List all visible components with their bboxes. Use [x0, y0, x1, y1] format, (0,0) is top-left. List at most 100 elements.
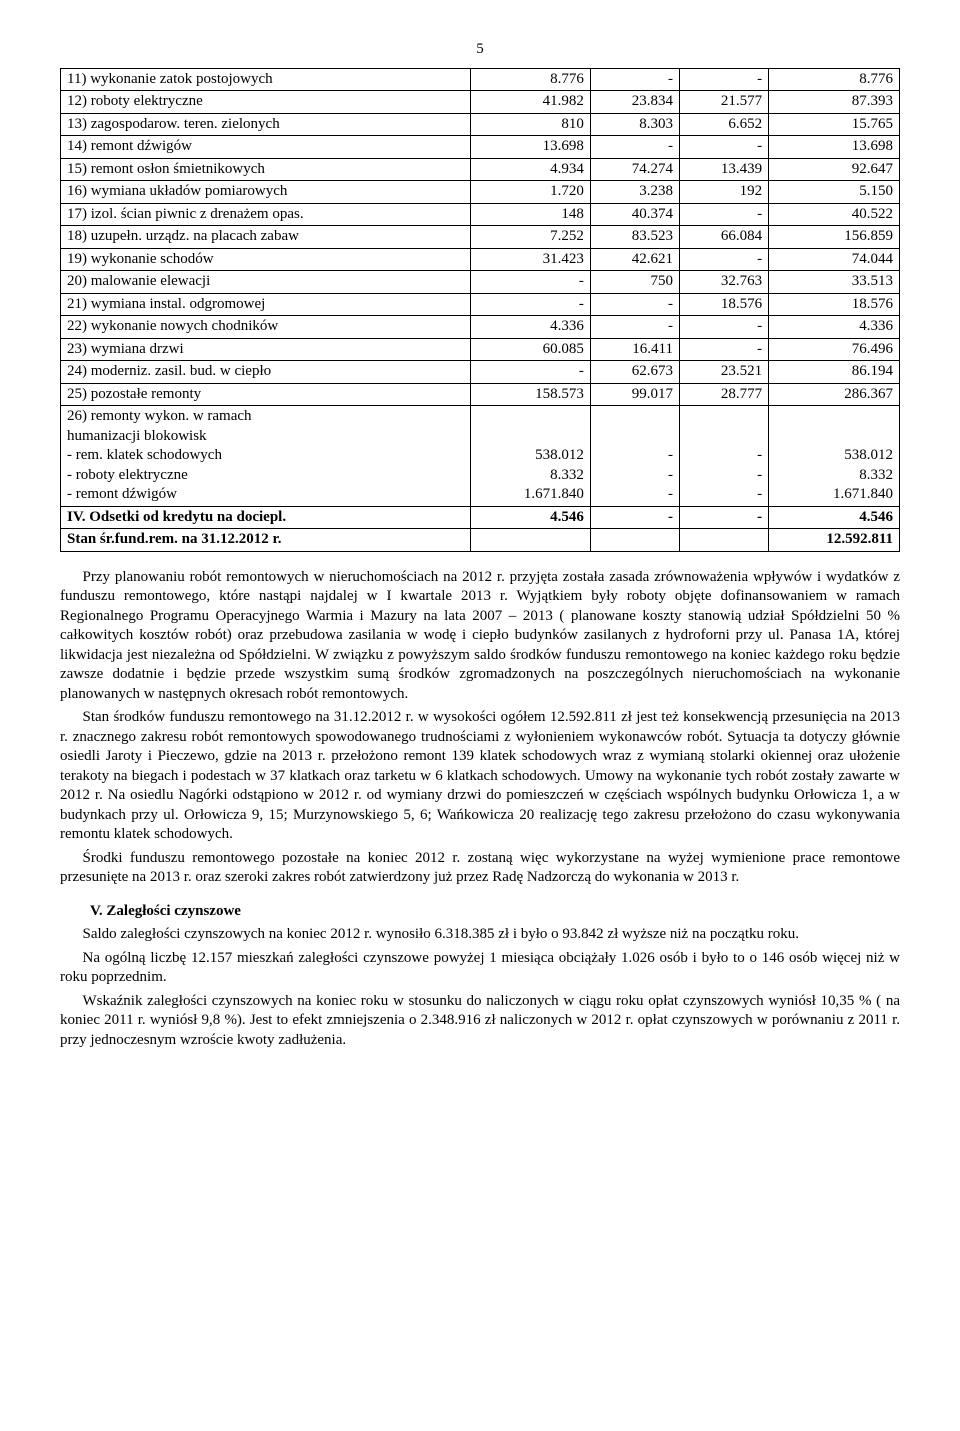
table-cell: 17) izol. ścian piwnic z drenażem opas.: [61, 203, 471, 226]
table-cell: 538.012 8.332 1.671.840: [769, 406, 900, 507]
table-cell: 1.720: [470, 181, 590, 204]
table-cell: 31.423: [470, 248, 590, 271]
table-row: 18) uzupełn. urządz. na placach zabaw7.2…: [61, 226, 900, 249]
table-cell: 6.652: [679, 113, 768, 136]
table-row: 16) wymiana układów pomiarowych1.7203.23…: [61, 181, 900, 204]
table-cell: 18) uzupełn. urządz. na placach zabaw: [61, 226, 471, 249]
table-cell: 12) roboty elektryczne: [61, 91, 471, 114]
table-cell: -: [590, 68, 679, 91]
table-cell: -: [679, 506, 768, 529]
table-cell: 4.934: [470, 158, 590, 181]
table-cell: 21) wymiana instal. odgromowej: [61, 293, 471, 316]
table-cell: 156.859: [769, 226, 900, 249]
table-cell: -: [679, 136, 768, 159]
table-cell: 25) pozostałe remonty: [61, 383, 471, 406]
table-cell: 74.044: [769, 248, 900, 271]
table-row: 13) zagospodarow. teren. zielonych8108.3…: [61, 113, 900, 136]
table-row: 21) wymiana instal. odgromowej--18.57618…: [61, 293, 900, 316]
table-cell: -: [470, 271, 590, 294]
table-cell: 3.238: [590, 181, 679, 204]
table-cell: 4.336: [769, 316, 900, 339]
financial-table: 11) wykonanie zatok postojowych8.776--8.…: [60, 68, 900, 552]
table-cell: [590, 529, 679, 552]
table-cell: 4.336: [470, 316, 590, 339]
table-cell: 74.274: [590, 158, 679, 181]
table-cell: -: [590, 293, 679, 316]
table-cell: -: [590, 506, 679, 529]
table-cell: 87.393: [769, 91, 900, 114]
table-cell: 750: [590, 271, 679, 294]
table-row: 11) wykonanie zatok postojowych8.776--8.…: [61, 68, 900, 91]
table-row: Stan śr.fund.rem. na 31.12.2012 r.12.592…: [61, 529, 900, 552]
table-cell: - - -: [590, 406, 679, 507]
table-cell: 99.017: [590, 383, 679, 406]
table-cell: 810: [470, 113, 590, 136]
table-cell: -: [470, 361, 590, 384]
table-cell: 40.522: [769, 203, 900, 226]
table-cell: 11) wykonanie zatok postojowych: [61, 68, 471, 91]
table-cell: 16.411: [590, 338, 679, 361]
table-cell: 66.084: [679, 226, 768, 249]
table-cell: 8.776: [769, 68, 900, 91]
table-cell: 5.150: [769, 181, 900, 204]
table-cell: 92.647: [769, 158, 900, 181]
table-cell: 86.194: [769, 361, 900, 384]
table-row: 17) izol. ścian piwnic z drenażem opas.1…: [61, 203, 900, 226]
table-row: 26) remonty wykon. w ramach humanizacji …: [61, 406, 900, 507]
table-cell: 8.303: [590, 113, 679, 136]
table-cell: 60.085: [470, 338, 590, 361]
table-cell: 4.546: [769, 506, 900, 529]
table-cell: 7.252: [470, 226, 590, 249]
table-cell: 13.439: [679, 158, 768, 181]
table-row: IV. Odsetki od kredytu na dociepl.4.546-…: [61, 506, 900, 529]
table-row: 14) remont dźwigów13.698--13.698: [61, 136, 900, 159]
table-cell: 13.698: [769, 136, 900, 159]
table-cell: 24) moderniz. zasil. bud. w ciepło: [61, 361, 471, 384]
table-cell: 22) wykonanie nowych chodników: [61, 316, 471, 339]
table-cell: Stan śr.fund.rem. na 31.12.2012 r.: [61, 529, 471, 552]
section-v-heading: V. Zaległości czynszowe: [90, 902, 900, 922]
table-cell: 15) remont osłon śmietnikowych: [61, 158, 471, 181]
table-row: 25) pozostałe remonty158.57399.01728.777…: [61, 383, 900, 406]
table-row: 23) wymiana drzwi60.08516.411-76.496: [61, 338, 900, 361]
table-cell: 4.546: [470, 506, 590, 529]
table-cell: 23) wymiana drzwi: [61, 338, 471, 361]
paragraph-1: Przy planowaniu robót remontowych w nier…: [60, 568, 900, 705]
table-cell: 26) remonty wykon. w ramach humanizacji …: [61, 406, 471, 507]
table-cell: 40.374: [590, 203, 679, 226]
table-cell: 23.834: [590, 91, 679, 114]
table-cell: 76.496: [769, 338, 900, 361]
table-cell: 15.765: [769, 113, 900, 136]
table-cell: - - -: [679, 406, 768, 507]
table-cell: -: [679, 316, 768, 339]
table-cell: 41.982: [470, 91, 590, 114]
table-row: 20) malowanie elewacji-75032.76333.513: [61, 271, 900, 294]
table-cell: 13.698: [470, 136, 590, 159]
table-cell: 83.523: [590, 226, 679, 249]
table-cell: 286.367: [769, 383, 900, 406]
table-cell: -: [470, 293, 590, 316]
table-cell: 13) zagospodarow. teren. zielonych: [61, 113, 471, 136]
table-cell: 148: [470, 203, 590, 226]
table-cell: IV. Odsetki od kredytu na dociepl.: [61, 506, 471, 529]
table-cell: -: [590, 136, 679, 159]
table-cell: 20) malowanie elewacji: [61, 271, 471, 294]
table-row: 12) roboty elektryczne41.98223.83421.577…: [61, 91, 900, 114]
table-cell: 538.012 8.332 1.671.840: [470, 406, 590, 507]
table-cell: -: [679, 203, 768, 226]
table-cell: -: [590, 316, 679, 339]
table-row: 19) wykonanie schodów31.42342.621-74.044: [61, 248, 900, 271]
table-cell: 21.577: [679, 91, 768, 114]
paragraph-5: Na ogólną liczbę 12.157 mieszkań zaległo…: [60, 949, 900, 988]
table-cell: 14) remont dźwigów: [61, 136, 471, 159]
table-cell: 32.763: [679, 271, 768, 294]
paragraph-3: Środki funduszu remontowego pozostałe na…: [60, 849, 900, 888]
table-cell: 19) wykonanie schodów: [61, 248, 471, 271]
table-cell: -: [679, 338, 768, 361]
table-row: 24) moderniz. zasil. bud. w ciepło-62.67…: [61, 361, 900, 384]
table-cell: 192: [679, 181, 768, 204]
table-cell: 42.621: [590, 248, 679, 271]
table-cell: 28.777: [679, 383, 768, 406]
paragraph-6: Wskaźnik zaległości czynszowych na konie…: [60, 992, 900, 1051]
table-cell: 8.776: [470, 68, 590, 91]
